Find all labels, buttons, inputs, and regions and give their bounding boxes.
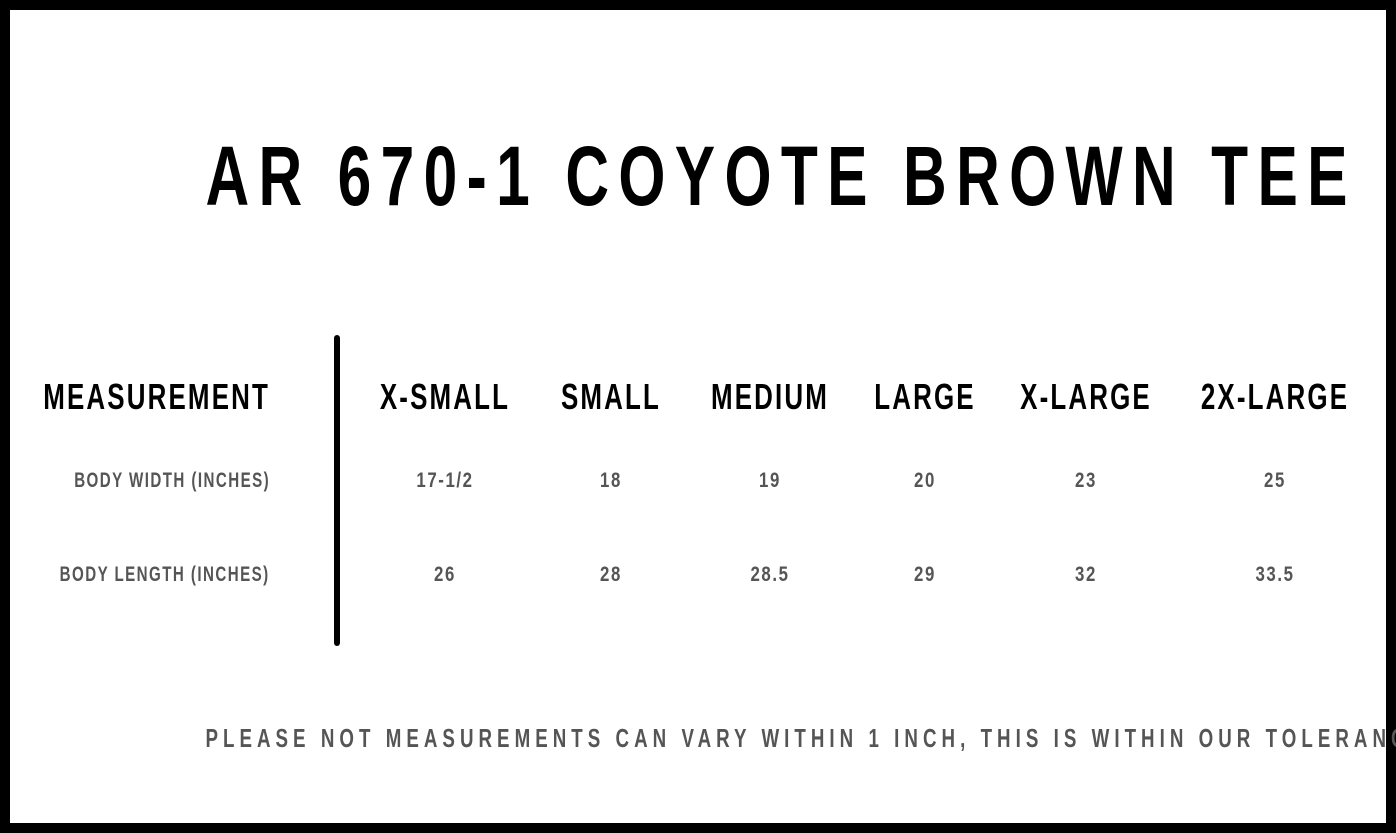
row-label: BODY WIDTH (INCHES) — [74, 469, 270, 492]
table-cell: 26 — [434, 563, 456, 586]
table-cell: 32 — [1075, 563, 1097, 586]
column-header: 2X-LARGE — [1200, 376, 1350, 417]
table-cell: 19 — [759, 469, 781, 492]
table-cell: 23 — [1075, 469, 1097, 492]
table-cell: 29 — [914, 563, 936, 586]
table-cell: 28 — [600, 563, 622, 586]
table-cell: 33.5 — [1255, 563, 1295, 586]
table-cell: 20 — [914, 469, 936, 492]
table-cell: 17-1/2 — [416, 469, 474, 492]
table-cell: 25 — [1264, 469, 1286, 492]
column-header: MEASUREMENT — [43, 376, 270, 417]
column-divider — [334, 335, 340, 646]
column-header: X-SMALL — [379, 376, 511, 417]
column-header: MEDIUM — [710, 376, 830, 417]
tolerance-note: PLEASE NOT MEASUREMENTS CAN VARY WITHIN … — [205, 723, 1396, 753]
column-header: LARGE — [874, 376, 976, 417]
row-label: BODY LENGTH (INCHES) — [60, 563, 270, 586]
title: AR 670-1 COYOTE BROWN TEE — [205, 129, 1357, 223]
column-header: X-LARGE — [1020, 376, 1152, 417]
table-cell: 28.5 — [750, 563, 790, 586]
table-cell: 18 — [600, 469, 622, 492]
column-header: SMALL — [560, 376, 662, 417]
